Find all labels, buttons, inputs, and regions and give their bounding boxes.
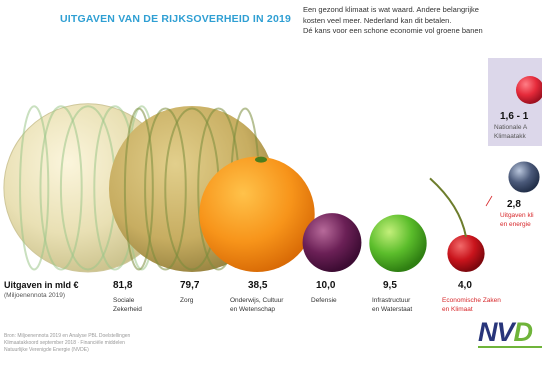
melon-stripe [19, 105, 50, 271]
category-line: Uitgaven kli [500, 212, 534, 219]
value-label: 81,8 [113, 280, 133, 291]
category-label: Sociale Zekerheid [113, 297, 203, 314]
category-line: Zekerheid [113, 305, 142, 313]
category-line: Defensie [311, 297, 337, 304]
category-line: Economische Zaken [442, 297, 501, 304]
y-axis-sublabel: (Miljoenennota 2019) [4, 292, 66, 299]
intro-line: kosten veel meer. Nederland kan dit beta… [303, 15, 452, 25]
source-line: Natuurlijke Verenigde Energie (NVDE) [4, 347, 89, 354]
category-label: Onderwijs, Cultuur en Wetenschap [230, 297, 320, 314]
logo-accent: D [513, 317, 533, 347]
orange-bubble [199, 156, 315, 272]
category-line: Zorg [180, 297, 194, 304]
category-line: Klimaatakk [494, 132, 526, 140]
category-line: Onderwijs, Cultuur [230, 297, 284, 304]
lime-bubble [369, 214, 427, 272]
category-label: Defensie [311, 297, 401, 306]
value-label: 10,0 [316, 280, 336, 291]
category-label: Zorg [180, 297, 270, 306]
orange-leaf [255, 156, 267, 163]
category-label-highlight: Uitgaven kli en energie [500, 212, 542, 229]
plum-bubble [302, 213, 362, 272]
value-label: 2,8 [507, 199, 521, 210]
value-label: 4,0 [458, 280, 472, 291]
category-line: en energie [500, 220, 531, 228]
source-note: Bron: Miljoenennota 2019 en Analyse PBL … [4, 333, 174, 355]
value-label: 79,7 [180, 280, 200, 291]
melon-stripe [144, 107, 187, 271]
category-label: Infrastructuur en Waterstaat [372, 297, 462, 314]
blueberry-bubble [508, 161, 540, 193]
value-label: 9,5 [383, 280, 397, 291]
intro-text: Een gezond klimaat is wat waard. Andere … [303, 5, 483, 37]
cherry-stem [429, 177, 467, 237]
intro-line: Dé kans voor een schone economie vol gro… [303, 26, 483, 35]
cherry-bubble [447, 234, 485, 272]
category-label: Nationale A Klimaatakk [494, 124, 542, 141]
source-line: Klimaatakkoord september 2018 · Financië… [4, 340, 125, 347]
logo-main: NV [478, 317, 515, 347]
category-label-highlight: Economische Zaken en Klimaat [442, 297, 532, 314]
value-label: 1,6 - 1 [500, 111, 529, 122]
melon-stripe [123, 107, 154, 271]
raspberry-bubble [516, 76, 542, 104]
nvde-logo: NVD [478, 317, 533, 348]
logo-underline [478, 346, 542, 348]
callout-line [485, 195, 493, 207]
source-line: Bron: Miljoenennota 2019 en Analyse PBL … [4, 333, 131, 339]
category-line: en Klimaat [442, 305, 473, 313]
category-line: Sociale [113, 297, 135, 304]
melon-stripe [39, 105, 83, 271]
category-line: Infrastructuur [372, 297, 411, 304]
value-label: 38,5 [248, 280, 268, 291]
category-line: Nationale A [494, 124, 528, 131]
y-axis-label: Uitgaven in mld € [4, 280, 79, 290]
category-line: en Waterstaat [372, 305, 413, 313]
intro-line: Een gezond klimaat is wat waard. Andere … [303, 5, 479, 14]
category-line: en Wetenschap [230, 305, 276, 313]
chart-title: UITGAVEN VAN DE RIJKSOVERHEID IN 2019 [60, 13, 292, 25]
